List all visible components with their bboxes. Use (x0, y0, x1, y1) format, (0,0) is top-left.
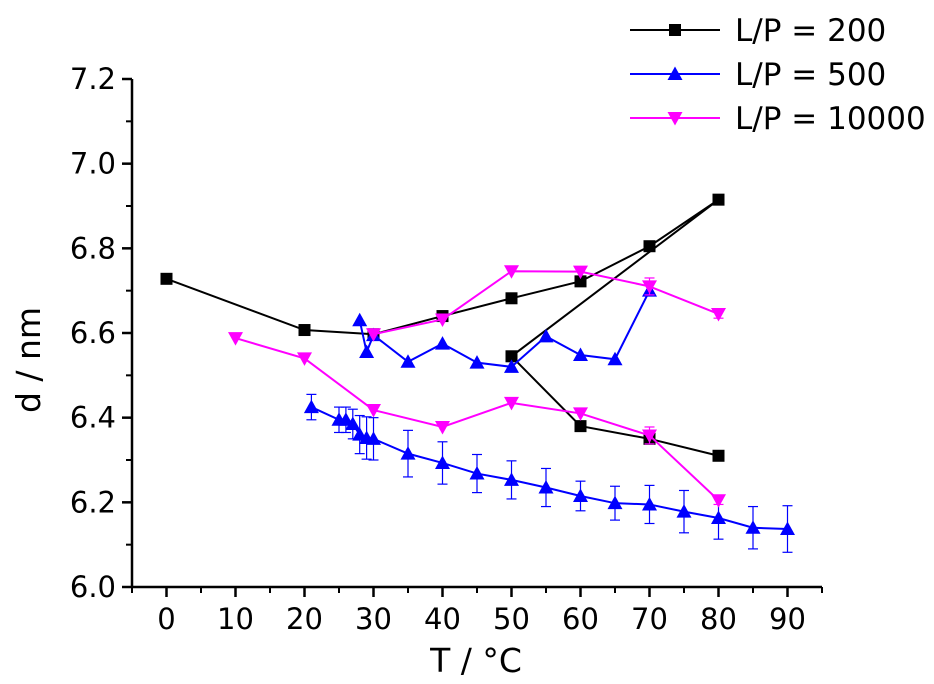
x-tick-label: 0 (157, 602, 175, 636)
y-tick-label: 6.0 (70, 570, 116, 604)
x-tick-label: 70 (631, 602, 668, 636)
data-point (297, 352, 312, 366)
x-tick-label: 50 (493, 602, 530, 636)
legend-label: L/P = 200 (735, 13, 886, 49)
data-point (469, 466, 485, 480)
data-point (745, 520, 761, 534)
legend-item: L/P = 500 (630, 57, 886, 93)
data-point (435, 313, 450, 327)
data-point (435, 336, 450, 350)
y-tick-label: 6.4 (70, 401, 116, 435)
x-tick-label: 30 (355, 602, 392, 636)
data-point (359, 344, 375, 359)
y-axis-title: d / nm (9, 307, 48, 413)
x-tick-label: 60 (562, 602, 599, 636)
data-point (574, 275, 587, 288)
plot-layer (160, 193, 795, 553)
legend-label: L/P = 10000 (735, 101, 926, 137)
data-point (400, 354, 416, 368)
data-point (538, 328, 554, 343)
data-point (642, 496, 657, 511)
legend-marker (667, 112, 683, 126)
data-point (504, 396, 519, 411)
data-point (366, 404, 381, 418)
data-point (160, 272, 173, 285)
x-tick-label: 10 (217, 602, 254, 636)
data-point (504, 265, 519, 279)
y-tick-label: 6.2 (70, 485, 116, 519)
data-point (435, 455, 450, 469)
data-point (642, 429, 657, 443)
data-point (573, 488, 588, 502)
y-tick-label: 6.6 (70, 316, 116, 350)
x-tick-label: 40 (424, 602, 461, 636)
data-point (712, 193, 725, 206)
legend-item: L/P = 200 (630, 13, 886, 49)
data-point (505, 350, 518, 363)
data-point (400, 446, 416, 460)
data-point (712, 449, 725, 462)
data-point (366, 328, 381, 342)
data-point (711, 307, 726, 322)
data-point (574, 420, 587, 433)
data-point (505, 292, 518, 305)
series-3-line (373, 270, 719, 336)
legend-marker (669, 24, 681, 36)
data-point (435, 420, 450, 435)
data-point (352, 312, 368, 327)
x-tick-label: 20 (286, 602, 323, 636)
y-tick-label: 7.2 (70, 62, 116, 96)
data-point (573, 265, 588, 280)
data-point (298, 324, 311, 337)
data-point (538, 480, 554, 494)
data-point (642, 280, 657, 294)
data-point (469, 355, 485, 369)
legend-marker (667, 66, 683, 80)
data-point (345, 416, 361, 431)
legend-label: L/P = 500 (735, 57, 886, 93)
series-3-b-line (235, 337, 720, 501)
data-point (607, 351, 623, 366)
y-tick-label: 7.0 (70, 147, 116, 181)
data-point (303, 399, 319, 414)
axes-layer: 6.0 6.2 6.4 6.6 6.8 7.0 7.2 0 10 20 30 40 50 60 70 80 90 (70, 62, 823, 636)
data-point (711, 494, 726, 508)
data-point (711, 510, 726, 524)
y-tick-label: 6.8 (70, 231, 116, 265)
series-1-line (166, 198, 720, 457)
data-point (676, 504, 692, 518)
data-point (643, 240, 656, 253)
legend: L/P = 200 L/P = 500 L/P = 10000 (630, 13, 926, 137)
data-point (504, 472, 519, 486)
x-tick-label: 90 (769, 602, 806, 636)
data-point (573, 407, 588, 421)
data-point (366, 431, 381, 445)
data-point (607, 495, 623, 510)
x-axis-title: T / °C (429, 641, 522, 680)
x-tick-label: 80 (700, 602, 737, 636)
data-point (228, 332, 243, 346)
data-point (573, 347, 588, 362)
data-point (504, 359, 519, 373)
legend-item: L/P = 10000 (630, 101, 926, 137)
data-point (780, 521, 795, 536)
